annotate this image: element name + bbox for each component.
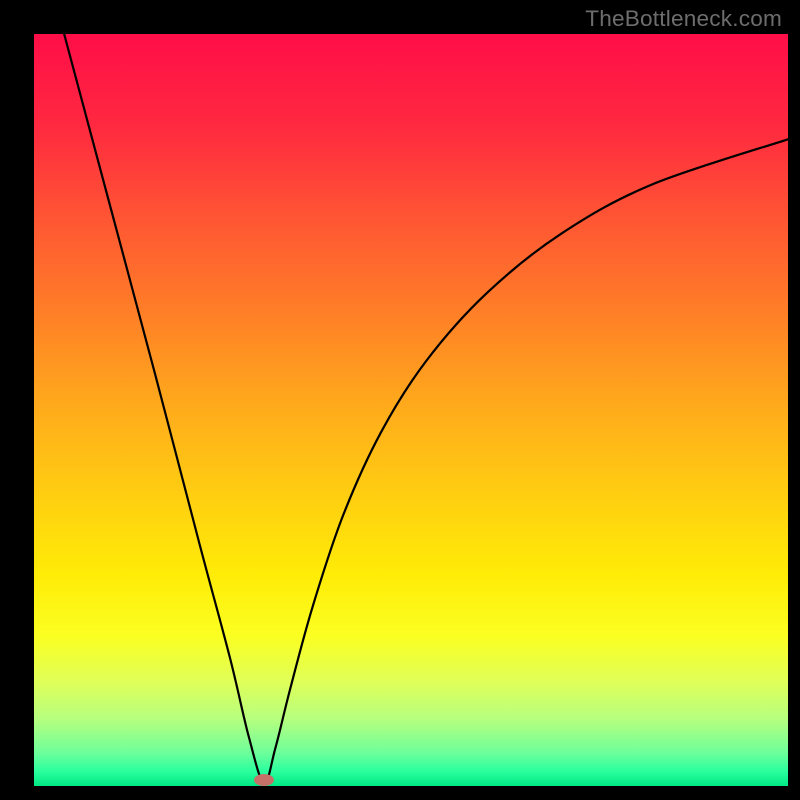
chart-svg xyxy=(0,0,800,800)
curve-minimum-marker xyxy=(254,774,274,786)
plot-background xyxy=(34,34,788,786)
watermark-text: TheBottleneck.com xyxy=(585,6,782,32)
chart-container: TheBottleneck.com xyxy=(0,0,800,800)
